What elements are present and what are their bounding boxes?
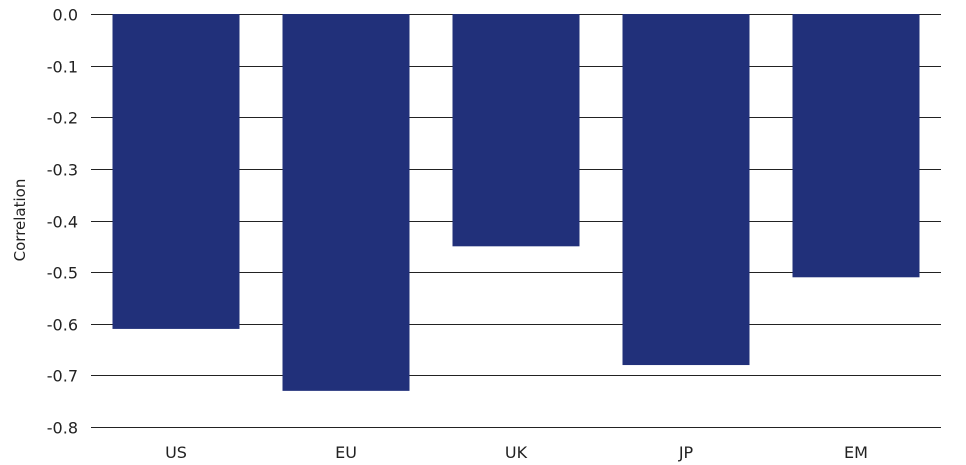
y-tick-label: -0.7 bbox=[47, 367, 78, 386]
y-tick-label: -0.4 bbox=[47, 213, 78, 232]
y-tick-label: -0.5 bbox=[47, 264, 78, 283]
y-tick-label: 0.0 bbox=[53, 6, 78, 25]
x-tick-label: JP bbox=[678, 443, 694, 462]
x-tick-label: UK bbox=[505, 443, 528, 462]
x-tick-label: US bbox=[165, 443, 187, 462]
x-axis-ticks: US EU UK JP EM bbox=[165, 443, 868, 462]
bar-em bbox=[792, 14, 920, 278]
y-axis-ticks: 0.0 -0.1 -0.2 -0.3 -0.4 -0.5 -0.6 -0.7 -0.8 bbox=[47, 6, 78, 438]
bar-eu bbox=[282, 14, 410, 391]
y-tick-label: -0.3 bbox=[47, 161, 78, 180]
y-tick-label: -0.2 bbox=[47, 109, 78, 128]
x-tick-label: EM bbox=[844, 443, 868, 462]
x-tick-label: EU bbox=[335, 443, 357, 462]
bar-uk bbox=[452, 14, 580, 247]
bars bbox=[112, 14, 920, 391]
y-tick-label: -0.8 bbox=[47, 419, 78, 438]
bar-jp bbox=[622, 14, 750, 366]
y-tick-label: -0.1 bbox=[47, 58, 78, 77]
y-axis-title: Correlation bbox=[11, 179, 29, 262]
y-tick-label: -0.6 bbox=[47, 316, 78, 335]
bar-us bbox=[112, 14, 240, 329]
